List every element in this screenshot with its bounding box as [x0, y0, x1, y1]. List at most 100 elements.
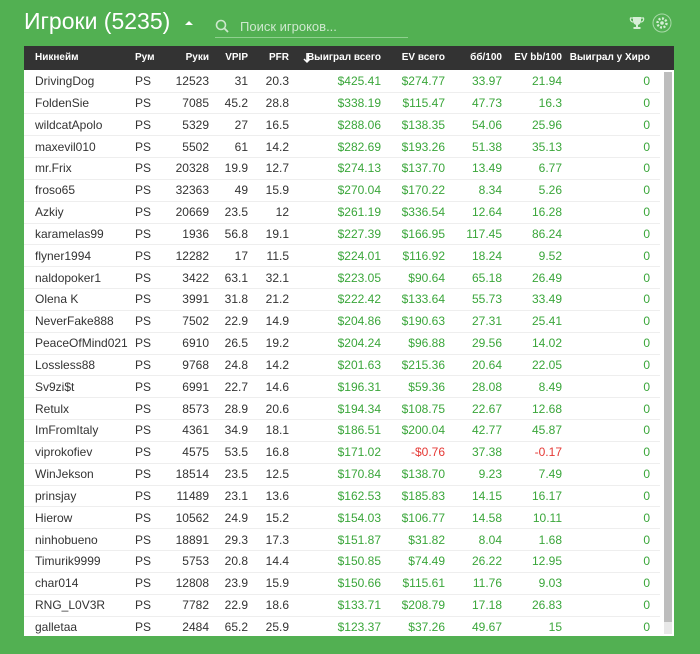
row-separator: [24, 440, 660, 442]
row-separator: [24, 309, 660, 311]
ev-total-cell: $137.70: [401, 161, 445, 176]
ev-total-cell: $170.22: [401, 183, 445, 198]
bb100-cell: 20.64: [471, 357, 502, 372]
hands-cell: 4361: [182, 423, 209, 438]
ev-bb100-cell: 33.49: [531, 292, 562, 307]
row-separator: [24, 288, 660, 290]
row-separator: [24, 266, 660, 268]
bb100-cell: 9.23: [478, 467, 502, 482]
bb100-cell: 11.76: [472, 576, 502, 591]
vpip-cell: 22.9: [224, 314, 248, 329]
won-vs-hero-cell: 0: [643, 423, 650, 438]
bb100-cell: 51.38: [471, 139, 502, 154]
column-header[interactable]: Рум: [135, 52, 155, 63]
hands-cell: 1936: [182, 226, 209, 241]
hands-cell: 7502: [182, 314, 209, 329]
ev-bb100-cell: 45.87: [531, 423, 562, 438]
room-cell: PS: [135, 248, 152, 263]
room-cell: PS: [135, 314, 152, 329]
hands-cell: 7782: [182, 598, 209, 613]
won-total-cell: $133.71: [337, 598, 381, 613]
bb100-cell: 54.06: [471, 117, 502, 132]
pfr-cell: 21.2: [265, 292, 289, 307]
ev-bb100-cell: 15: [548, 620, 562, 634]
column-header[interactable]: Выиграл всего: [306, 52, 381, 63]
won-vs-hero-cell: 0: [643, 314, 650, 329]
column-header[interactable]: EV всего: [401, 52, 445, 63]
room-cell: PS: [135, 226, 152, 241]
bb100-cell: 65.18: [471, 270, 502, 285]
hands-cell: 20669: [175, 205, 209, 220]
row-separator: [24, 506, 660, 508]
title-caret[interactable]: [184, 19, 194, 27]
nickname-cell: Retulx: [35, 401, 70, 416]
pfr-cell: 19.2: [265, 336, 289, 351]
ev-bb100-cell: 26.49: [531, 270, 562, 285]
column-header[interactable]: бб/100: [470, 52, 502, 63]
column-header[interactable]: PFR: [269, 52, 289, 63]
bb100-cell: 42.77: [471, 423, 502, 438]
room-cell: PS: [135, 183, 152, 198]
row-separator: [24, 157, 660, 159]
ev-bb100-cell: 5.26: [538, 183, 562, 198]
room-cell: PS: [135, 598, 152, 613]
scrollbar-thumb[interactable]: [664, 72, 672, 622]
hands-cell: 10562: [175, 510, 209, 525]
ev-total-cell: $193.26: [401, 139, 445, 154]
nickname-cell: Sv9zi$t: [35, 379, 75, 394]
row-separator: [24, 244, 660, 246]
trophy-icon[interactable]: [629, 15, 645, 31]
won-total-cell: $222.42: [337, 292, 381, 307]
vpip-cell: 28.9: [224, 401, 248, 416]
pfr-cell: 14.9: [265, 314, 289, 329]
ev-bb100-cell: 14.02: [531, 336, 562, 351]
pfr-cell: 18.1: [265, 423, 289, 438]
column-header[interactable]: Руки: [185, 52, 209, 63]
won-vs-hero-cell: 0: [643, 576, 650, 591]
column-header[interactable]: Никнейм: [35, 52, 79, 63]
column-header[interactable]: Выиграл у Хиро: [569, 52, 650, 63]
search-input[interactable]: Поиск игроков...: [240, 19, 337, 34]
pfr-cell: 16.8: [265, 445, 289, 460]
won-total-cell: $171.02: [337, 445, 381, 460]
pfr-cell: 25.9: [265, 620, 289, 634]
nickname-cell: RNG_L0V3R: [35, 598, 106, 613]
room-cell: PS: [135, 467, 152, 482]
bb100-cell: 28.08: [471, 379, 502, 394]
column-header[interactable]: VPIP: [225, 52, 248, 63]
hands-cell: 3991: [182, 292, 209, 307]
hands-cell: 5502: [182, 139, 209, 154]
row-separator: [24, 462, 660, 464]
ev-total-cell: $115.47: [402, 95, 446, 110]
ev-bb100-cell: 7.49: [538, 467, 562, 482]
won-total-cell: $288.06: [337, 117, 381, 132]
ev-total-cell: $90.64: [408, 270, 445, 285]
vpip-cell: 24.9: [224, 510, 248, 525]
vpip-cell: 65.2: [224, 620, 248, 634]
pfr-cell: 14.2: [265, 357, 289, 372]
bb100-cell: 27.31: [471, 314, 502, 329]
nickname-cell: Hierow: [35, 510, 73, 525]
bb100-cell: 18.24: [471, 248, 502, 263]
vpip-cell: 19.9: [224, 161, 248, 176]
nickname-cell: Olena K: [35, 292, 79, 307]
hands-cell: 8573: [182, 401, 209, 416]
ev-total-cell: $106.77: [401, 510, 445, 525]
settings-icon[interactable]: [652, 13, 672, 33]
row-separator: [24, 419, 660, 421]
row-separator: [24, 615, 660, 617]
won-vs-hero-cell: 0: [643, 117, 650, 132]
room-cell: PS: [135, 620, 152, 634]
room-cell: PS: [135, 205, 152, 220]
scrollbar[interactable]: [664, 72, 672, 634]
ev-total-cell: $115.61: [402, 576, 446, 591]
bb100-cell: 8.04: [478, 532, 502, 547]
won-vs-hero-cell: 0: [643, 598, 650, 613]
column-header[interactable]: EV bb/100: [514, 52, 562, 63]
won-vs-hero-cell: 0: [643, 292, 650, 307]
ev-total-cell: $274.77: [401, 74, 445, 88]
ev-bb100-cell: 6.77: [538, 161, 562, 176]
ev-bb100-cell: 12.95: [531, 554, 562, 569]
won-total-cell: $150.66: [337, 576, 381, 591]
hands-cell: 12282: [175, 248, 209, 263]
